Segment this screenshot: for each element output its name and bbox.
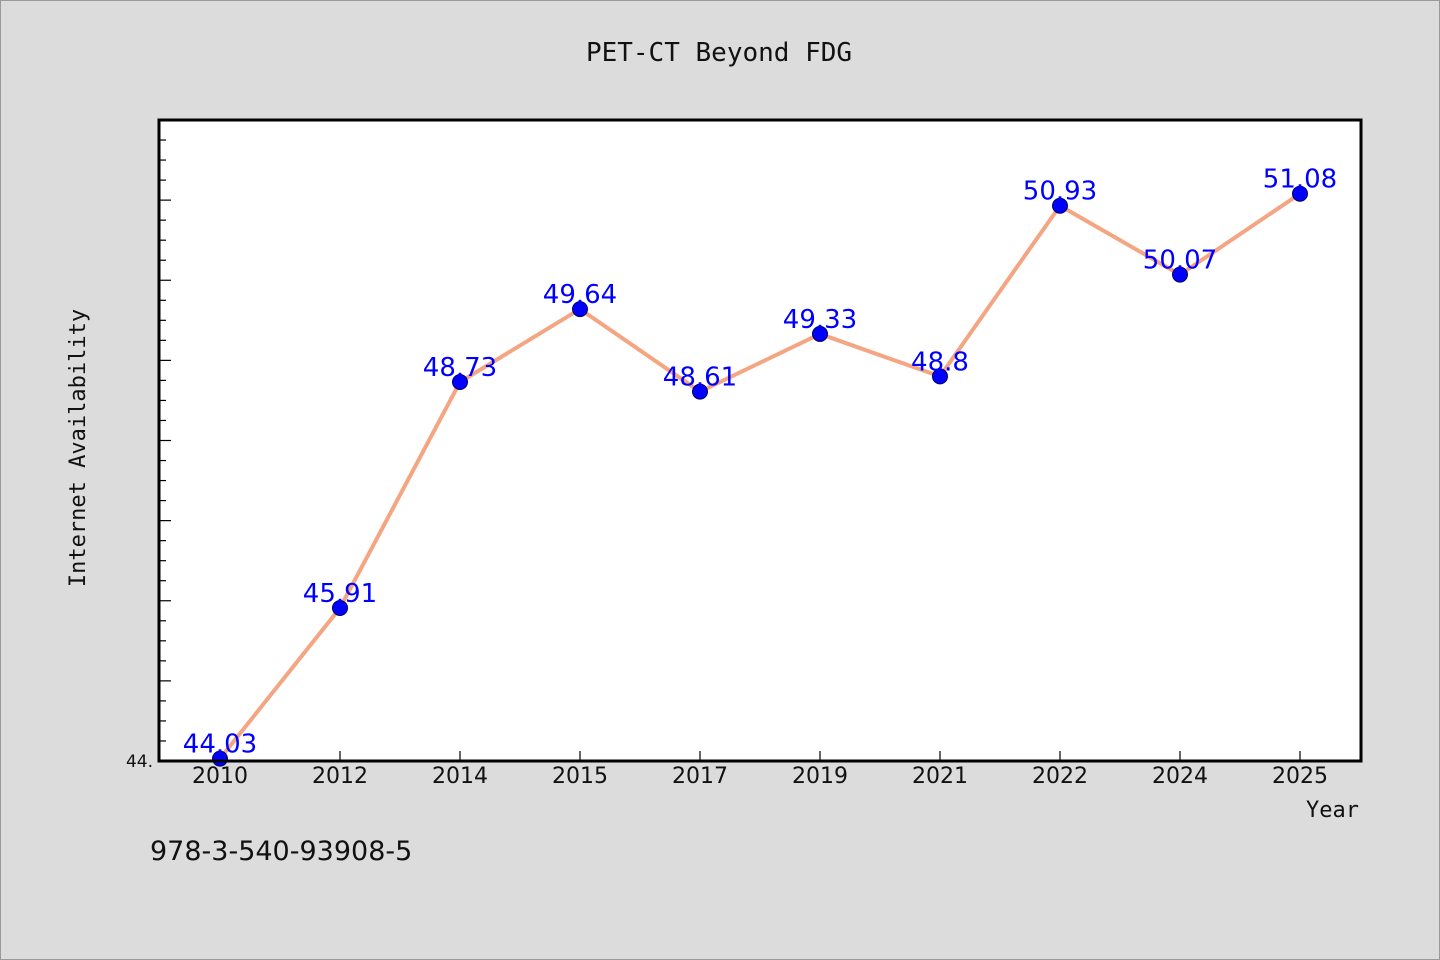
data-point xyxy=(692,383,708,400)
x-tick-label: 2022 xyxy=(1032,764,1088,789)
y-tick-labels: 44. xyxy=(126,752,153,772)
data-labels: 44.03 45.91 48.73 49.64 48.61 49.33 48.8 50.93 5… xyxy=(183,165,1337,760)
x-axis-label: Year xyxy=(1306,798,1359,823)
data-point xyxy=(1172,266,1188,283)
x-tick-label: 2012 xyxy=(312,764,368,789)
data-label: 50.07 xyxy=(1143,246,1217,276)
data-point xyxy=(452,374,468,391)
data-label: 48.8 xyxy=(911,347,969,377)
data-label: 44.03 xyxy=(183,730,257,760)
series-line xyxy=(218,191,1302,761)
data-label: 50.93 xyxy=(1023,177,1097,207)
data-label: 49.33 xyxy=(783,305,857,335)
x-tick-label: 2017 xyxy=(672,764,728,789)
plot-border xyxy=(157,118,1363,763)
x-tick-label: 2014 xyxy=(432,764,488,789)
data-label: 48.73 xyxy=(423,353,497,383)
x-tick-label: 2021 xyxy=(912,764,968,789)
data-label: 51.08 xyxy=(1263,165,1337,195)
plot-area xyxy=(159,120,1361,761)
data-point xyxy=(812,325,828,342)
data-label: 48.61 xyxy=(663,363,737,393)
x-tick-label: 2025 xyxy=(1272,764,1328,789)
x-tick-label: 2024 xyxy=(1152,764,1208,789)
data-label: 49.64 xyxy=(543,280,617,310)
data-label: 45.91 xyxy=(303,579,377,609)
data-point xyxy=(572,301,588,318)
series-group xyxy=(212,185,1308,767)
x-tick-label: 2015 xyxy=(552,764,608,789)
data-point xyxy=(1052,197,1068,214)
y-axis-label: Internet Availability xyxy=(66,309,91,587)
isbn-text: 978-3-540-93908-5 xyxy=(150,836,413,867)
data-point xyxy=(332,599,348,616)
x-tick-label: 2010 xyxy=(192,764,248,789)
data-point xyxy=(1292,185,1308,202)
data-point xyxy=(932,368,948,385)
x-tick-label: 2019 xyxy=(792,764,848,789)
chart-title: PET-CT Beyond FDG xyxy=(586,38,852,68)
y-tick-label: 44. xyxy=(126,752,153,772)
x-tick-labels: 2010 2012 2014 2015 2017 2019 2021 2022 2024 2025 xyxy=(192,764,1328,789)
